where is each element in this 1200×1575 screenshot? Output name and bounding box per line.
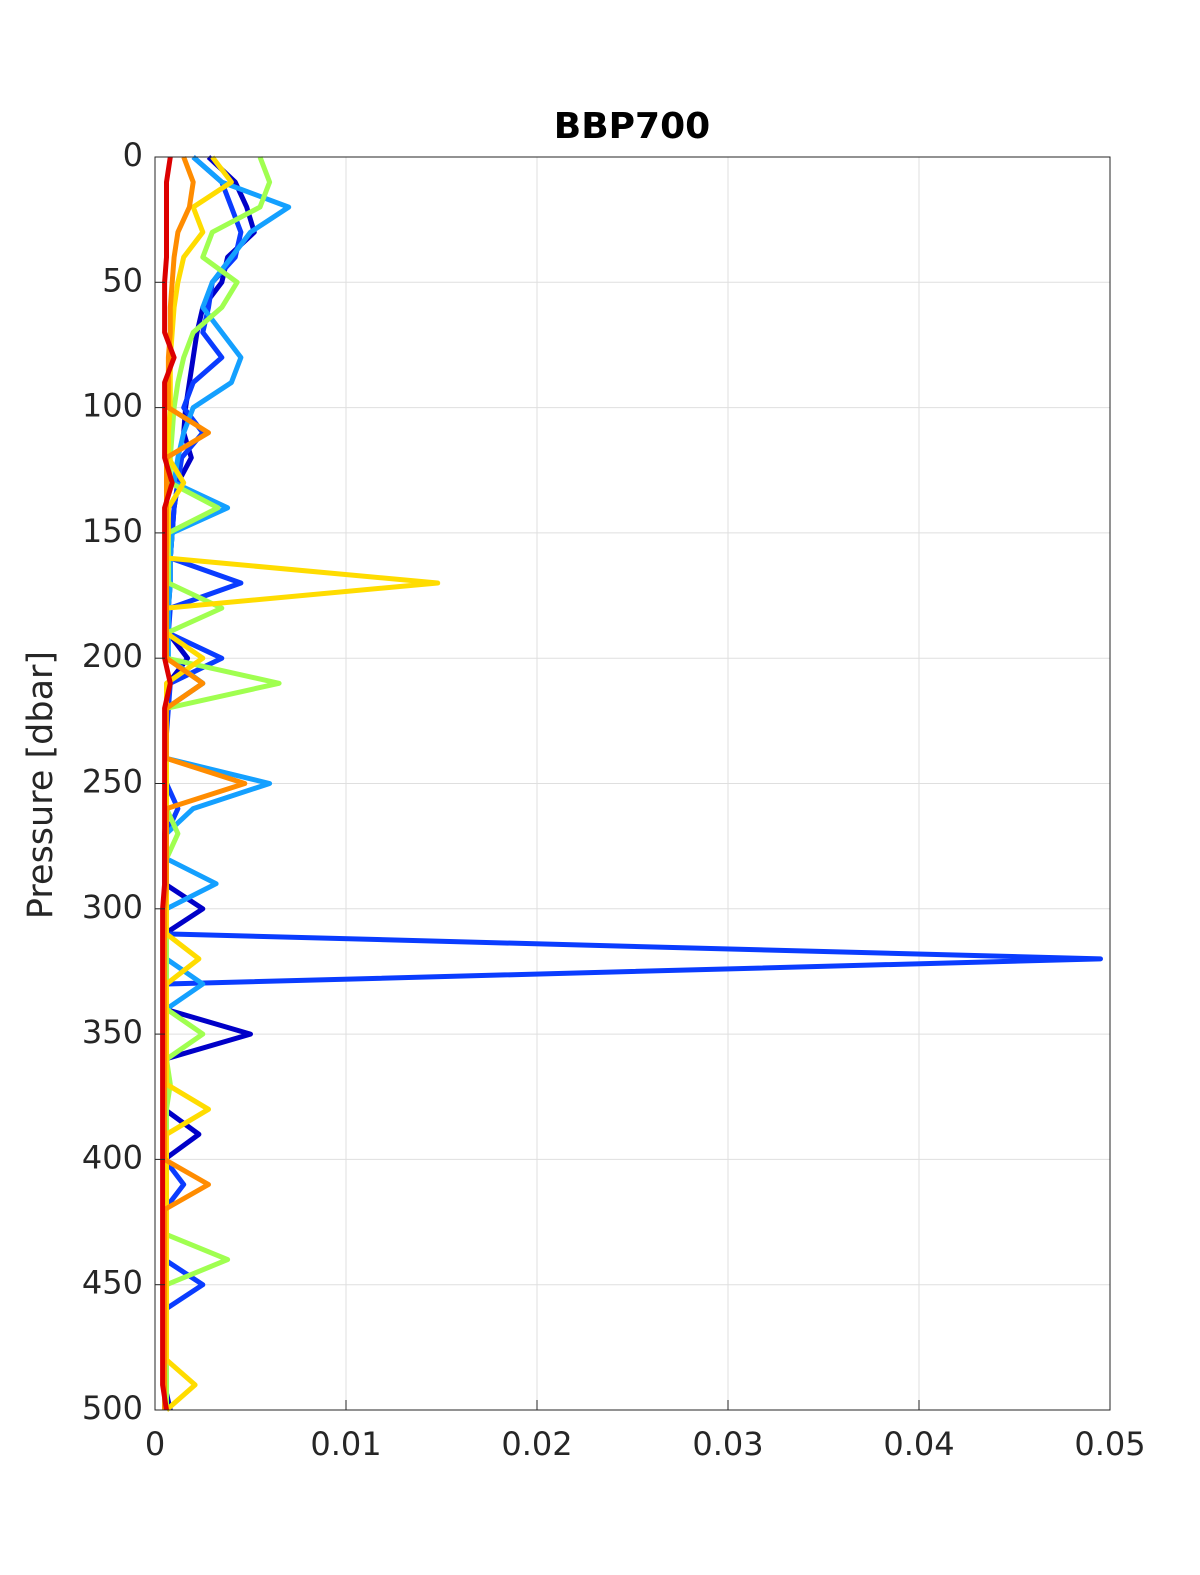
y-tick-label: 100 (82, 387, 143, 425)
y-tick-label: 200 (82, 637, 143, 675)
y-tick-label: 300 (82, 888, 143, 926)
x-tick-label: 0.01 (310, 1425, 381, 1463)
x-tick-label: 0.03 (692, 1425, 763, 1463)
x-tick-label: 0.05 (1074, 1425, 1145, 1463)
y-tick-label: 0 (123, 136, 143, 174)
chart-title: BBP700 (554, 106, 710, 147)
y-tick-label: 400 (82, 1138, 143, 1176)
x-tick-label: 0.02 (501, 1425, 572, 1463)
profiles (160, 155, 1103, 1412)
ticks: 0 0.01 0.02 0.03 0.04 0.05 0 50 100 150 200 250 300 3… (82, 136, 1146, 1463)
grid (154, 156, 1111, 1411)
y-axis-label: Pressure [dbar] (21, 651, 61, 919)
y-tick-label: 350 (82, 1013, 143, 1051)
x-tick-label: 0.04 (883, 1425, 954, 1463)
y-tick-label: 250 (82, 763, 143, 801)
y-tick-label: 150 (82, 512, 143, 550)
y-tick-label: 450 (82, 1264, 143, 1302)
y-tick-label: 500 (82, 1389, 143, 1427)
x-tick-label: 0 (145, 1425, 165, 1463)
y-tick-label: 50 (102, 261, 143, 299)
